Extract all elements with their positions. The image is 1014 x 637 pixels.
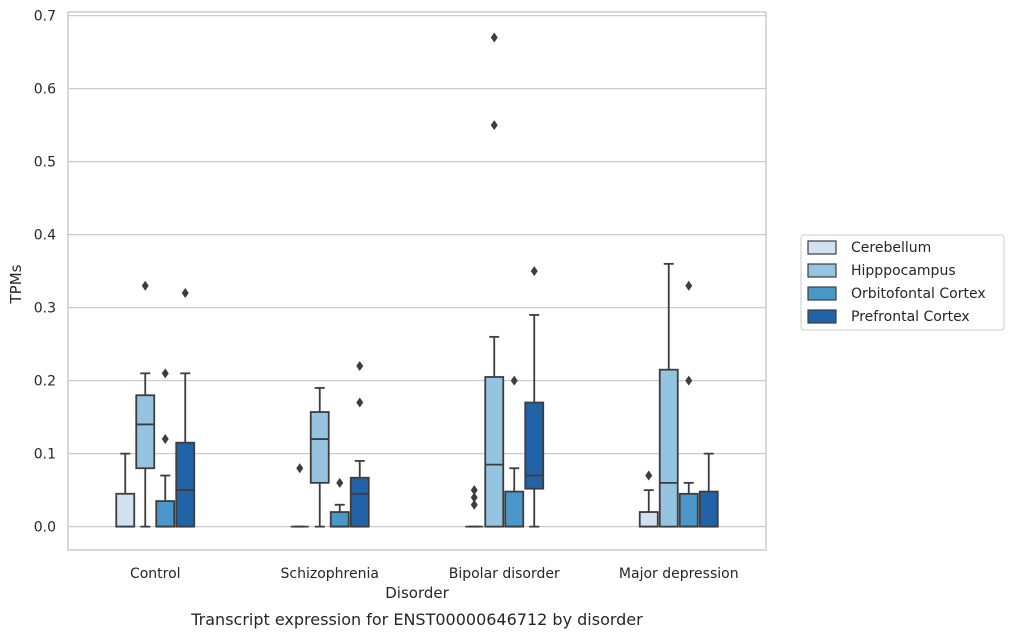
box-body (638, 511, 659, 528)
outlier-point (685, 375, 693, 386)
box (115, 452, 136, 528)
box (658, 262, 679, 528)
outlier-point (685, 280, 693, 291)
series-group (135, 32, 679, 528)
box (465, 485, 484, 528)
outlier-point (161, 434, 169, 445)
box-body (329, 511, 350, 528)
legend-swatch (807, 286, 837, 301)
box-body (678, 492, 699, 528)
x-axis-label: Disorder (385, 584, 449, 602)
legend-label: Cerebellum (851, 240, 931, 256)
x-tick-label: Major depression (619, 566, 739, 582)
outlier-point (645, 470, 653, 481)
box-body (504, 490, 525, 528)
box (135, 280, 156, 528)
legend-frame (800, 234, 1005, 331)
legend-item: Hipppocampus (807, 263, 956, 279)
outlier-point (510, 375, 518, 386)
box (349, 361, 370, 528)
box-body (135, 394, 156, 470)
legend-label: Hipppocampus (851, 263, 956, 279)
box (155, 368, 176, 528)
outlier-point (181, 288, 189, 299)
outlier-point (356, 361, 364, 372)
box (484, 32, 505, 528)
box-body (698, 490, 719, 528)
y-tick-label: 0.4 (34, 228, 56, 244)
outlier-point (161, 368, 169, 379)
y-axis-ticks: 0.0 0.1 0.2 0.3 0.4 0.5 0.6 0.7 (34, 9, 56, 536)
box-body (524, 401, 545, 490)
box-body (309, 411, 330, 484)
x-axis-ticks: Control Schizophrenia Bipolar disorder Majo… (130, 566, 739, 582)
y-axis-label: TPMs (7, 264, 25, 304)
y-tick-label: 0.7 (34, 9, 56, 25)
x-tick-label: Schizophrenia (281, 566, 379, 582)
box-body (155, 500, 176, 528)
chart-caption: Transcript expression for ENST0000064671… (190, 610, 643, 629)
outlier-point (336, 477, 344, 488)
legend-swatch (807, 263, 837, 278)
legend-item: Orbitofontal Cortex (807, 286, 986, 302)
outlier-point (356, 397, 364, 408)
box (290, 463, 309, 528)
outlier-point (470, 485, 478, 496)
box (678, 280, 699, 528)
x-tick-label: Bipolar disorder (449, 566, 560, 582)
y-tick-label: 0.3 (34, 301, 56, 317)
box-body (349, 476, 370, 528)
box-body (115, 492, 136, 528)
outlier-point (470, 492, 478, 503)
series-group (115, 452, 659, 528)
legend-swatch (807, 240, 837, 255)
box (504, 375, 525, 528)
x-tick-label: Control (130, 566, 181, 582)
y-tick-label: 0.5 (34, 155, 56, 171)
legend-label: Prefrontal Cortex (851, 309, 970, 325)
box-body (175, 441, 196, 528)
outlier-point (296, 463, 304, 474)
plot-frame (67, 11, 767, 551)
outlier-point (470, 499, 478, 510)
y-tick-label: 0.1 (34, 447, 56, 463)
box (309, 387, 330, 528)
legend: Cerebellum Hipppocampus Orbitofontal Corte… (800, 234, 1005, 331)
outlier-point (530, 266, 538, 277)
y-tick-label: 0.6 (34, 82, 56, 98)
box (329, 477, 350, 528)
box-body (484, 376, 505, 528)
outlier-point (490, 32, 498, 43)
series-group (175, 266, 719, 528)
y-tick-label: 0.0 (34, 520, 56, 536)
legend-label: Orbitofontal Cortex (851, 286, 986, 302)
legend-item: Prefrontal Cortex (807, 309, 970, 325)
box (524, 266, 545, 528)
box-series (115, 32, 719, 528)
box (638, 470, 659, 528)
series-group (155, 280, 699, 528)
box (175, 288, 196, 528)
box (698, 452, 719, 528)
box-body (658, 368, 679, 528)
outlier-point (490, 120, 498, 131)
y-tick-label: 0.2 (34, 374, 56, 390)
legend-swatch (807, 309, 837, 324)
legend-item: Cerebellum (807, 240, 931, 256)
outlier-point (141, 280, 149, 291)
